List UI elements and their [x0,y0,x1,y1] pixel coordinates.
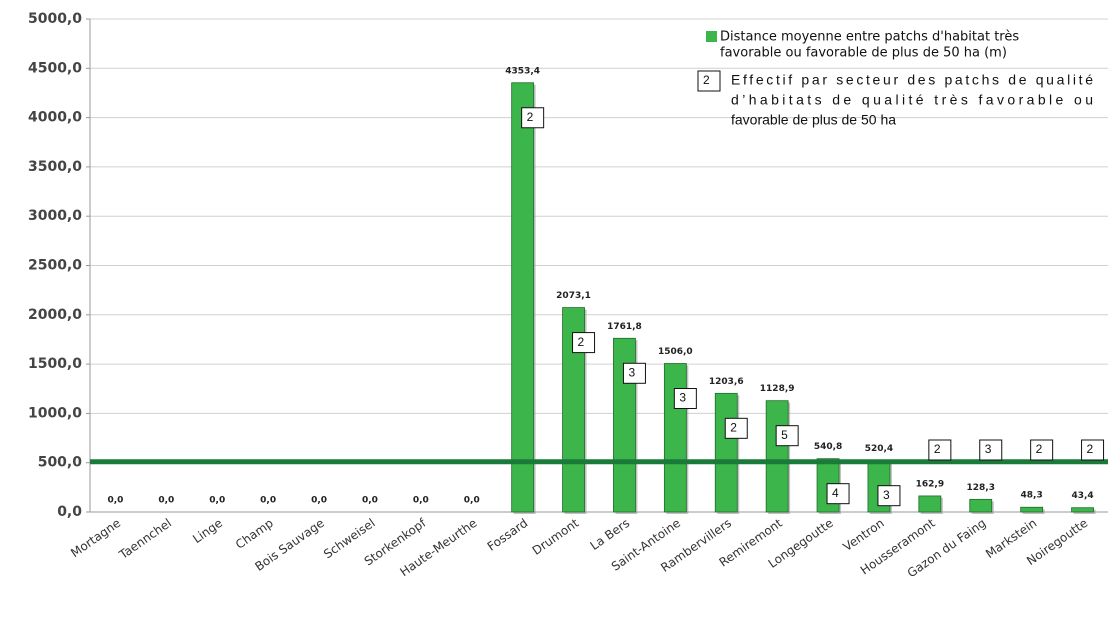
bar [969,498,993,513]
count-label: 5 [781,428,788,442]
value-label: 128,3 [967,483,995,493]
legend-label: Distance moyenne entre patchs d'habitat … [720,30,1019,45]
bar [1071,507,1094,513]
value-label: 1506,0 [658,347,693,357]
value-label: 2073,1 [556,291,591,301]
value-label: 43,4 [1071,491,1093,501]
y-tick-label: 4500,0 [28,60,82,76]
y-tick-label: 1500,0 [28,356,82,372]
bar [714,392,738,513]
x-tick-label: Ventron [840,516,886,554]
value-label: 0,0 [107,496,123,506]
legend-label: d’habitats de qualité très favorable ou [731,92,1093,108]
count-box [724,417,748,439]
bar [918,495,942,513]
x-tick-label: Mortagne [68,516,123,560]
value-label: 1128,9 [760,384,795,394]
count-box [572,332,596,354]
legend-swatch [706,31,717,42]
count-label: 3 [985,442,992,456]
x-tick-label: Drumont [530,516,582,558]
x-tick-label: Taennchel [116,516,174,563]
value-label: 0,0 [209,496,225,506]
count-box [928,439,952,461]
y-tick-label: 3000,0 [28,208,82,224]
count-label: 3 [628,365,635,379]
value-label: 0,0 [464,496,480,506]
count-label: 3 [883,488,890,502]
legend-label: Effectif par secteur des patchs de quali… [731,72,1093,88]
value-label: 520,4 [865,444,893,454]
count-label: 3 [679,391,686,405]
legend-label: favorable de plus de 50 ha [731,112,896,128]
count-box [877,485,901,507]
value-label: 1761,8 [607,322,642,332]
value-label: 0,0 [362,496,378,506]
count-label: 2 [578,335,585,349]
bar [765,400,789,513]
y-tick-label: 2000,0 [28,307,82,323]
y-tick-label: 500,0 [38,455,83,471]
value-label: 540,8 [814,442,842,452]
value-label: 0,0 [413,496,429,506]
count-label: 2 [934,442,941,456]
bar [511,82,535,513]
value-label: 0,0 [158,496,174,506]
count-box [826,483,850,505]
bar [1020,506,1044,513]
count-box [622,362,646,384]
value-label: 48,3 [1021,491,1043,501]
value-label: 4353,4 [505,66,540,76]
value-label: 1203,6 [709,377,744,387]
count-label: 4 [832,486,839,500]
count-box [775,425,799,447]
count-box [673,388,697,410]
count-box [521,107,545,129]
legend-label: favorable ou favorable de plus de 50 ha … [720,46,1007,61]
y-tick-label: 3500,0 [28,159,82,175]
legend-count-box [697,70,721,92]
count-label: 2 [730,420,737,434]
value-label: 0,0 [311,496,327,506]
bar [663,363,687,513]
x-tick-label: La Bers [588,516,633,553]
y-tick-label: 1000,0 [28,405,82,421]
count-box [1081,439,1105,461]
legend-count-sample: 2 [703,73,710,87]
x-tick-label: Champ [233,516,276,552]
y-tick-label: 2500,0 [28,258,82,274]
value-label: 162,9 [916,479,944,489]
x-tick-label: Linge [190,516,225,546]
y-tick-label: 0,0 [57,504,82,520]
count-label: 2 [1087,442,1094,456]
count-label: 2 [527,110,534,124]
value-label: 0,0 [260,496,276,506]
y-tick-label: 5000,0 [28,11,82,27]
y-tick-label: 4000,0 [28,110,82,126]
count-box [979,439,1003,461]
count-box [1030,439,1054,461]
x-tick-label: Fossard [485,516,531,554]
count-label: 2 [1036,442,1043,456]
